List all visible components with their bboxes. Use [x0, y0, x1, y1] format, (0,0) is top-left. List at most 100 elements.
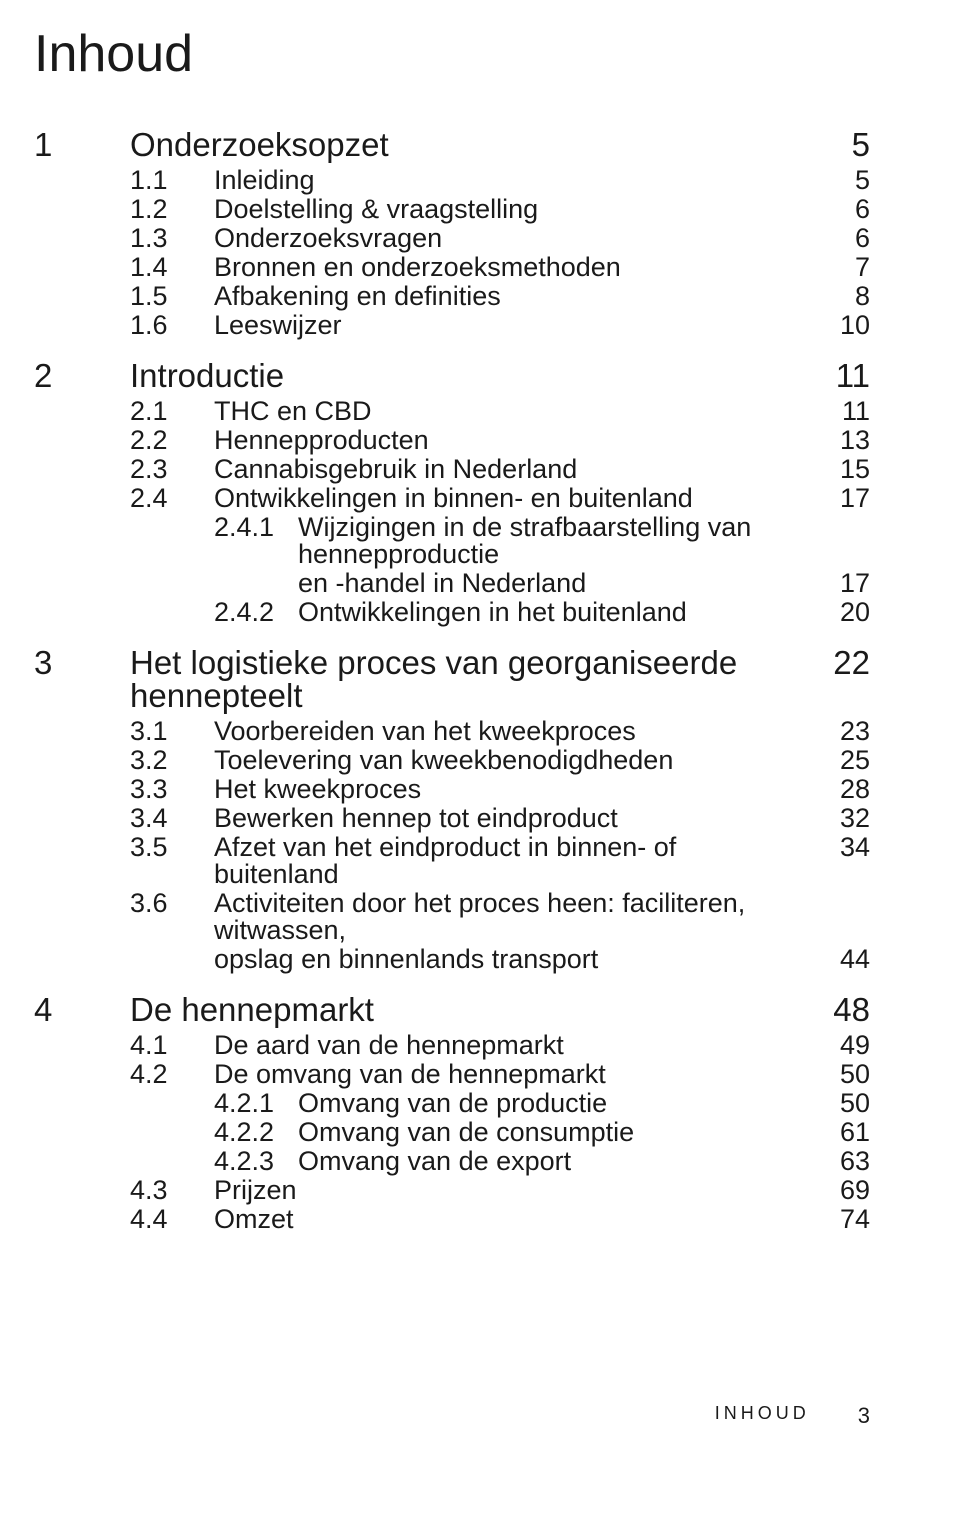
toc-section-number: 1.1	[130, 167, 214, 194]
toc-section-page: 13	[816, 427, 870, 454]
toc-section-page: 8	[816, 283, 870, 310]
toc-section-page: 44	[816, 946, 870, 973]
toc-section-number: 2.1	[130, 398, 214, 425]
toc-section-row: 2.1THC en CBD11	[34, 398, 870, 425]
toc-section-number: 3.5	[130, 834, 214, 861]
toc-chapter-page: 5	[816, 128, 870, 161]
toc-chapter-row: 1Onderzoeksopzet5	[34, 128, 870, 161]
toc-section-row: 1.3Onderzoeksvragen6	[34, 225, 870, 252]
toc-section-page: 17	[816, 485, 870, 512]
toc-chapter-row: 4De hennepmarkt48	[34, 993, 870, 1026]
toc-section-title: Doelstelling & vraagstelling	[214, 196, 816, 223]
toc-section-title: Afzet van het eindproduct in binnen- of …	[214, 834, 816, 888]
toc-section-number: 1.6	[130, 312, 214, 339]
toc-section-title: Afbakening en definities	[214, 283, 816, 310]
toc-section-row: 4.2De omvang van de hennepmarkt50	[34, 1061, 870, 1088]
toc-section-row: 1.1Inleiding5	[34, 167, 870, 194]
toc-section-number: 4.4	[130, 1206, 214, 1233]
toc-chapter-number: 3	[34, 646, 130, 679]
toc-section-number: 1.5	[130, 283, 214, 310]
toc-subsection-title: Ontwikkelingen in het buitenland	[298, 599, 816, 626]
toc-chapter: 4De hennepmarkt48 4.1De aard van de henne…	[34, 993, 870, 1233]
toc-section-row-cont: opslag en binnenlands transport44	[34, 946, 870, 973]
toc-section-number: 1.2	[130, 196, 214, 223]
toc-section-number: 2.4	[130, 485, 214, 512]
table-of-contents: 1Onderzoeksopzet51.1Inleiding51.2Doelste…	[34, 128, 870, 1233]
toc-section-title: Bronnen en onderzoeksmethoden	[214, 254, 816, 281]
toc-subsection-title: Wijzigingen in de strafbaarstelling van …	[298, 514, 816, 568]
toc-section-title: Activiteiten door het proces heen: facil…	[214, 890, 816, 944]
toc-section-number: 3.2	[130, 747, 214, 774]
toc-section-row: 1.2Doelstelling & vraagstelling6	[34, 196, 870, 223]
toc-section-number: 3.3	[130, 776, 214, 803]
toc-section-number: 4.3	[130, 1177, 214, 1204]
toc-section-title: Onderzoeksvragen	[214, 225, 816, 252]
toc-section-number: 1.4	[130, 254, 214, 281]
toc-section-page: 34	[816, 834, 870, 861]
toc-section-row: 2.3Cannabisgebruik in Nederland15	[34, 456, 870, 483]
toc-section-title: Het kweekproces	[214, 776, 816, 803]
toc-section-row: 3.1Voorbereiden van het kweekproces23	[34, 718, 870, 745]
toc-section-row: 1.4Bronnen en onderzoeksmethoden7	[34, 254, 870, 281]
toc-section-title: Prijzen	[214, 1177, 816, 1204]
page-title: Inhoud	[34, 24, 870, 84]
toc-subsection-number: 4.2.1	[214, 1090, 298, 1117]
toc-section-title: De aard van de hennepmarkt	[214, 1032, 816, 1059]
footer-label: INHOUD	[715, 1403, 810, 1429]
toc-subsection-page: 63	[816, 1148, 870, 1175]
toc-section-number: 3.6	[130, 890, 214, 917]
toc-section-title: Leeswijzer	[214, 312, 816, 339]
toc-chapter-title: Onderzoeksopzet	[130, 128, 816, 161]
toc-section-page: 5	[816, 167, 870, 194]
toc-subsection-number: 2.4.1	[214, 514, 298, 541]
footer-page-number: 3	[858, 1403, 870, 1429]
toc-subsection-page: 50	[816, 1090, 870, 1117]
toc-section-page: 50	[816, 1061, 870, 1088]
toc-section-row: 3.2Toelevering van kweekbenodigdheden25	[34, 747, 870, 774]
toc-section-number: 1.3	[130, 225, 214, 252]
toc-chapter-row: 3Het logistieke proces van georganiseerd…	[34, 646, 870, 712]
toc-section-page: 15	[816, 456, 870, 483]
toc-section-number: 4.2	[130, 1061, 214, 1088]
toc-section-row: 1.5Afbakening en definities8	[34, 283, 870, 310]
toc-chapter: 1Onderzoeksopzet51.1Inleiding51.2Doelste…	[34, 128, 870, 339]
toc-section-row: 1.6Leeswijzer10	[34, 312, 870, 339]
toc-subsection-number: 2.4.2	[214, 599, 298, 626]
toc-subsection-row-cont: en -handel in Nederland17	[34, 570, 870, 597]
toc-chapter: 2Introductie112.1THC en CBD112.2Henneppr…	[34, 359, 870, 626]
toc-subsection-title: Omvang van de export	[298, 1148, 816, 1175]
toc-subsection-number: 4.2.2	[214, 1119, 298, 1146]
toc-subsection-title-cont: en -handel in Nederland	[298, 570, 816, 597]
toc-section-number: 3.4	[130, 805, 214, 832]
toc-subsection-title: Omvang van de productie	[298, 1090, 816, 1117]
toc-chapter-title: Introductie	[130, 359, 816, 392]
toc-section-title: De omvang van de hennepmarkt	[214, 1061, 816, 1088]
toc-subsection-page: 17	[816, 570, 870, 597]
toc-chapter-row: 2Introductie11	[34, 359, 870, 392]
toc-section-page: 49	[816, 1032, 870, 1059]
toc-section-row: 2.4Ontwikkelingen in binnen- en buitenla…	[34, 485, 870, 512]
toc-chapter-page: 48	[816, 993, 870, 1026]
toc-section-number: 4.1	[130, 1032, 214, 1059]
toc-section-page: 10	[816, 312, 870, 339]
toc-chapter-title: Het logistieke proces van georganiseerde…	[130, 646, 816, 712]
toc-section-page: 23	[816, 718, 870, 745]
toc-subsection-row: 4.2.3Omvang van de export63	[34, 1148, 870, 1175]
toc-section-title: Inleiding	[214, 167, 816, 194]
toc-chapter-number: 4	[34, 993, 130, 1026]
toc-section-title: THC en CBD	[214, 398, 816, 425]
toc-subsection-title: Omvang van de consumptie	[298, 1119, 816, 1146]
toc-section-title: Cannabisgebruik in Nederland	[214, 456, 816, 483]
toc-section-row: 3.3Het kweekproces28	[34, 776, 870, 803]
toc-subsection-row: 4.2.1Omvang van de productie50	[34, 1090, 870, 1117]
toc-section-page: 74	[816, 1206, 870, 1233]
page-footer: INHOUD 3	[34, 1403, 870, 1429]
toc-section-page: 32	[816, 805, 870, 832]
toc-chapter-page: 11	[816, 359, 870, 392]
toc-section-title: Hennepproducten	[214, 427, 816, 454]
toc-subsection-number: 4.2.3	[214, 1148, 298, 1175]
toc-section-row: 3.6Activiteiten door het proces heen: fa…	[34, 890, 870, 944]
toc-section-page: 11	[816, 398, 870, 425]
toc-subsection-page: 20	[816, 599, 870, 626]
toc-section-title-cont: opslag en binnenlands transport	[214, 946, 816, 973]
